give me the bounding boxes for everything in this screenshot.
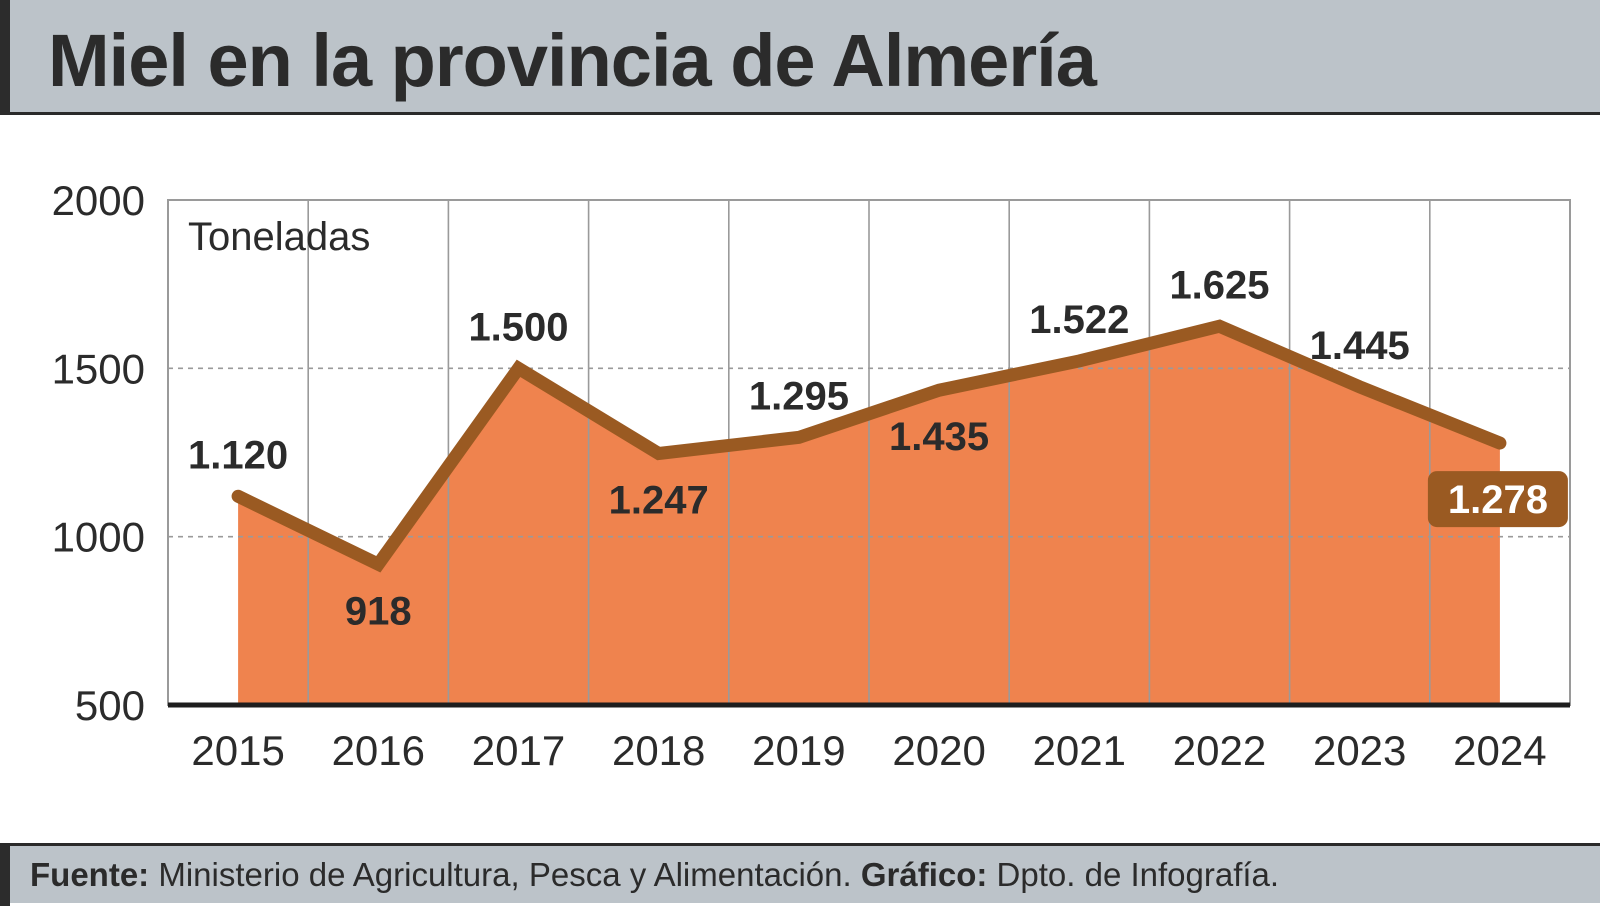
data-label: 1.522 bbox=[1029, 298, 1129, 342]
x-tick-label: 2018 bbox=[612, 727, 705, 774]
graphic-text: Dpto. de Infografía. bbox=[996, 856, 1280, 893]
data-label: 1.295 bbox=[749, 374, 849, 418]
data-label: 918 bbox=[345, 589, 412, 633]
data-label: 1.247 bbox=[609, 479, 709, 523]
footer-credits: Fuente: Ministerio de Agricultura, Pesca… bbox=[30, 856, 1279, 894]
footer-accent-bar bbox=[0, 846, 10, 906]
unit-label: Toneladas bbox=[188, 215, 370, 259]
x-tick-label: 2023 bbox=[1313, 727, 1406, 774]
chart: 500 1000 1500 2000 2015 2016 2017 2018 2019 2020 2… bbox=[52, 177, 1571, 774]
data-label: 1.445 bbox=[1310, 324, 1410, 368]
x-tick-label: 2024 bbox=[1453, 727, 1546, 774]
x-tick-label: 2016 bbox=[332, 727, 425, 774]
x-tick-label: 2019 bbox=[752, 727, 845, 774]
data-label: 1.500 bbox=[468, 305, 568, 349]
y-tick-label: 2000 bbox=[52, 177, 145, 224]
source-text: Ministerio de Agricultura, Pesca y Alime… bbox=[158, 856, 852, 893]
graphic-label: Gráfico: bbox=[860, 856, 988, 893]
header-accent-bar bbox=[0, 0, 10, 115]
data-label: 1.435 bbox=[889, 415, 989, 459]
footer: Fuente: Ministerio de Agricultura, Pesca… bbox=[0, 843, 1600, 906]
y-tick-label: 1500 bbox=[52, 345, 145, 392]
data-label: 1.625 bbox=[1169, 263, 1269, 307]
y-tick-label: 500 bbox=[75, 682, 145, 729]
x-tick-label: 2017 bbox=[472, 727, 565, 774]
x-tick-label: 2015 bbox=[191, 727, 284, 774]
series-line bbox=[231, 319, 1507, 573]
highlight-label-box bbox=[1427, 471, 1568, 528]
source-label: Fuente: bbox=[30, 856, 150, 893]
x-tick-label: 2022 bbox=[1173, 727, 1266, 774]
chart-title: Miel en la provincia de Almería bbox=[48, 19, 1097, 102]
data-label: 1.120 bbox=[188, 433, 288, 477]
y-tick-label: 1000 bbox=[52, 514, 145, 561]
x-tick-label: 2020 bbox=[892, 727, 985, 774]
header: Miel en la provincia de Almería bbox=[0, 0, 1600, 115]
data-label-highlight: 1.278 bbox=[1448, 478, 1548, 522]
x-tick-label: 2021 bbox=[1033, 727, 1126, 774]
